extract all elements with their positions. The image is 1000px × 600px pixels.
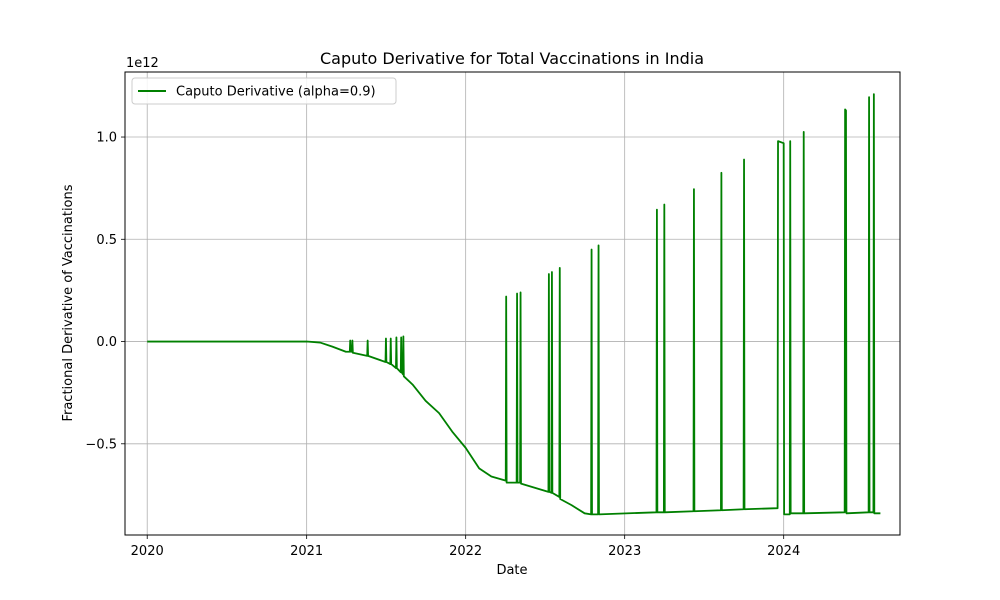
x-tick-label: 2024 — [767, 544, 800, 559]
legend-box — [131, 77, 397, 105]
legend-label: Caputo Derivative (alpha=0.9) — [176, 85, 376, 100]
series-line — [147, 93, 881, 516]
y-tick-label: 0.0 — [96, 335, 117, 350]
legend: Caputo Derivative (alpha=0.9) — [131, 77, 397, 105]
y-axis-label: Fractional Derivative of Vaccinations — [61, 184, 76, 421]
y-tick-label: −0.5 — [85, 437, 117, 452]
plot-frame — [124, 71, 901, 536]
plot-series — [147, 93, 881, 516]
x-tick-label: 2020 — [131, 544, 164, 559]
y-tick-label: 0.5 — [96, 233, 117, 248]
x-axis-label: Date — [496, 563, 527, 578]
x-tick-label: 2022 — [449, 544, 482, 559]
x-tick-label: 2023 — [608, 544, 641, 559]
x-axis: 2020 2021 2022 2023 2024 — [131, 535, 800, 559]
y-offset-label: 1e12 — [126, 56, 159, 71]
x-tick-label: 2021 — [290, 544, 323, 559]
y-tick-label: 1.0 — [96, 131, 117, 146]
y-axis: −0.5 0.0 0.5 1.0 — [85, 131, 125, 452]
grid — [125, 72, 900, 535]
chart-title: Caputo Derivative for Total Vaccinations… — [320, 49, 704, 68]
